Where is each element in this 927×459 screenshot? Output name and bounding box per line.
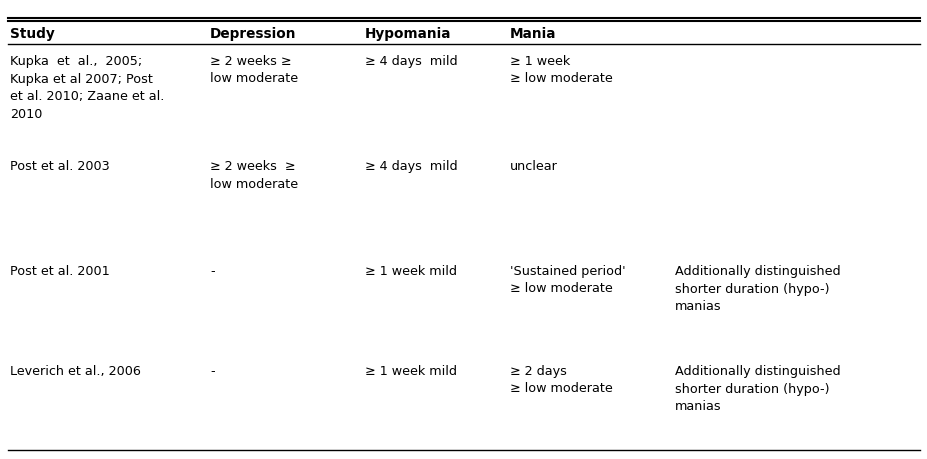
Text: -: - [210, 265, 214, 278]
Text: ≥ 2 weeks  ≥
low moderate: ≥ 2 weeks ≥ low moderate [210, 160, 298, 190]
Text: ≥ 1 week mild: ≥ 1 week mild [364, 365, 456, 378]
Text: Kupka  et  al.,  2005;
Kupka et al 2007; Post
et al. 2010; Zaane et al.
2010: Kupka et al., 2005; Kupka et al 2007; Po… [10, 55, 164, 121]
Text: 'Sustained period'
≥ low moderate: 'Sustained period' ≥ low moderate [510, 265, 625, 296]
Text: Hypomania: Hypomania [364, 27, 451, 41]
Text: ≥ 1 week mild: ≥ 1 week mild [364, 265, 456, 278]
Text: -: - [210, 365, 214, 378]
Text: Post et al. 2003: Post et al. 2003 [10, 160, 109, 173]
Text: ≥ 2 days
≥ low moderate: ≥ 2 days ≥ low moderate [510, 365, 612, 396]
Text: Additionally distinguished
shorter duration (hypo-)
manias: Additionally distinguished shorter durat… [674, 265, 840, 313]
Text: Additionally distinguished
shorter duration (hypo-)
manias: Additionally distinguished shorter durat… [674, 365, 840, 413]
Text: ≥ 1 week
≥ low moderate: ≥ 1 week ≥ low moderate [510, 55, 612, 85]
Text: Study: Study [10, 27, 55, 41]
Text: Leverich et al., 2006: Leverich et al., 2006 [10, 365, 141, 378]
Text: Depression: Depression [210, 27, 297, 41]
Text: ≥ 4 days  mild: ≥ 4 days mild [364, 55, 457, 68]
Text: Mania: Mania [510, 27, 556, 41]
Text: unclear: unclear [510, 160, 557, 173]
Text: ≥ 4 days  mild: ≥ 4 days mild [364, 160, 457, 173]
Text: Post et al. 2001: Post et al. 2001 [10, 265, 109, 278]
Text: ≥ 2 weeks ≥
low moderate: ≥ 2 weeks ≥ low moderate [210, 55, 298, 85]
